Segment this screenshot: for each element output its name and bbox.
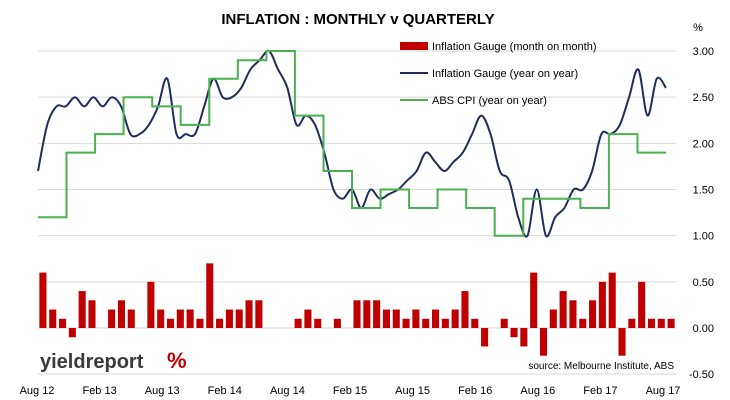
legend-label-month-on-month: Inflation Gauge (month on month) bbox=[432, 41, 596, 53]
bar-series-month-on-month bbox=[39, 263, 675, 356]
legend: Inflation Gauge (month on month) Inflati… bbox=[400, 41, 596, 107]
bar bbox=[471, 318, 479, 328]
line-abs-cpi-year-on-year bbox=[38, 50, 666, 237]
x-tick-label: Aug 16 bbox=[520, 385, 555, 397]
y-tick-label: 0.50 bbox=[693, 277, 714, 289]
bar bbox=[530, 272, 538, 328]
bar bbox=[392, 309, 400, 328]
bar bbox=[68, 328, 76, 338]
x-axis-ticks: Aug 12 Feb 13 Aug 13 Feb 14 Aug 14 Feb 15 Aug … bbox=[20, 385, 681, 397]
bar bbox=[216, 318, 224, 328]
bar bbox=[206, 263, 214, 328]
bar bbox=[186, 309, 194, 328]
bar bbox=[412, 309, 420, 328]
source-note: source: Melbourne Institute, ABS bbox=[528, 361, 674, 372]
legend-swatch-month-on-month bbox=[400, 42, 428, 50]
bar bbox=[461, 291, 469, 328]
logo-percent-symbol: % bbox=[167, 348, 187, 373]
y-axis-unit: % bbox=[693, 22, 703, 34]
bar bbox=[569, 300, 577, 328]
bar bbox=[422, 318, 430, 328]
x-tick-label: Aug 13 bbox=[145, 385, 180, 397]
bar bbox=[108, 309, 116, 328]
bar bbox=[520, 328, 528, 347]
bar bbox=[196, 318, 204, 328]
bar bbox=[481, 328, 489, 347]
line-series bbox=[37, 49, 667, 238]
bar bbox=[598, 281, 606, 328]
bar bbox=[166, 318, 175, 328]
bar bbox=[78, 291, 86, 328]
bar bbox=[500, 318, 508, 328]
y-tick-label: -0.50 bbox=[689, 369, 714, 381]
bar bbox=[157, 309, 165, 328]
bar bbox=[402, 318, 410, 328]
y-tick-label: 0.00 bbox=[693, 323, 714, 335]
bar bbox=[539, 328, 548, 356]
bar bbox=[127, 309, 135, 328]
y-axis-ticks: 3.00 2.50 2.00 1.50 1.00 0.50 0.00 -0.50 bbox=[689, 46, 714, 381]
bar bbox=[304, 309, 312, 328]
x-tick-label: Aug 17 bbox=[646, 385, 681, 397]
y-tick-label: 1.50 bbox=[693, 185, 714, 197]
bar bbox=[59, 318, 67, 328]
bar bbox=[608, 272, 616, 328]
bar bbox=[88, 300, 96, 328]
bar bbox=[333, 318, 341, 328]
bar bbox=[294, 318, 302, 328]
bar bbox=[39, 272, 47, 328]
bar bbox=[638, 281, 646, 328]
y-tick-label: 2.00 bbox=[693, 138, 714, 150]
x-tick-label: Feb 15 bbox=[333, 385, 367, 397]
bar bbox=[618, 328, 626, 356]
bar bbox=[117, 300, 125, 328]
bar bbox=[255, 300, 263, 328]
bar bbox=[667, 318, 675, 328]
y-tick-label: 3.00 bbox=[693, 46, 714, 58]
bar bbox=[441, 318, 449, 328]
bar bbox=[314, 318, 322, 328]
bar bbox=[451, 309, 459, 328]
bar bbox=[559, 291, 567, 328]
bar bbox=[49, 309, 57, 328]
bar bbox=[589, 300, 597, 328]
logo: yieldreport % bbox=[40, 348, 187, 373]
bar bbox=[657, 318, 665, 328]
chart-title: INFLATION : MONTHLY v QUARTERLY bbox=[221, 11, 494, 28]
x-tick-label: Feb 14 bbox=[208, 385, 242, 397]
bar bbox=[579, 318, 587, 328]
x-tick-label: Feb 16 bbox=[458, 385, 492, 397]
bar bbox=[147, 281, 155, 328]
legend-label-abs-cpi: ABS CPI (year on year) bbox=[432, 95, 547, 107]
x-tick-label: Feb 17 bbox=[583, 385, 617, 397]
bar bbox=[647, 318, 655, 328]
logo-text: yieldreport bbox=[40, 351, 144, 373]
bar bbox=[628, 318, 636, 328]
bar bbox=[245, 300, 253, 328]
bar bbox=[363, 300, 371, 328]
bar bbox=[510, 328, 518, 338]
bar bbox=[382, 309, 390, 328]
y-tick-label: 1.00 bbox=[693, 231, 714, 243]
bar bbox=[549, 309, 557, 328]
bar bbox=[353, 300, 361, 328]
bar bbox=[235, 309, 243, 328]
x-tick-label: Aug 12 bbox=[20, 385, 55, 397]
x-tick-label: Aug 15 bbox=[395, 385, 430, 397]
y-tick-label: 2.50 bbox=[693, 92, 714, 104]
bar bbox=[225, 309, 233, 328]
x-tick-label: Aug 14 bbox=[270, 385, 305, 397]
bar bbox=[373, 300, 381, 328]
legend-label-year-on-year: Inflation Gauge (year on year) bbox=[432, 68, 578, 80]
bar bbox=[176, 309, 184, 328]
bar bbox=[431, 309, 440, 328]
x-tick-label: Feb 13 bbox=[82, 385, 116, 397]
